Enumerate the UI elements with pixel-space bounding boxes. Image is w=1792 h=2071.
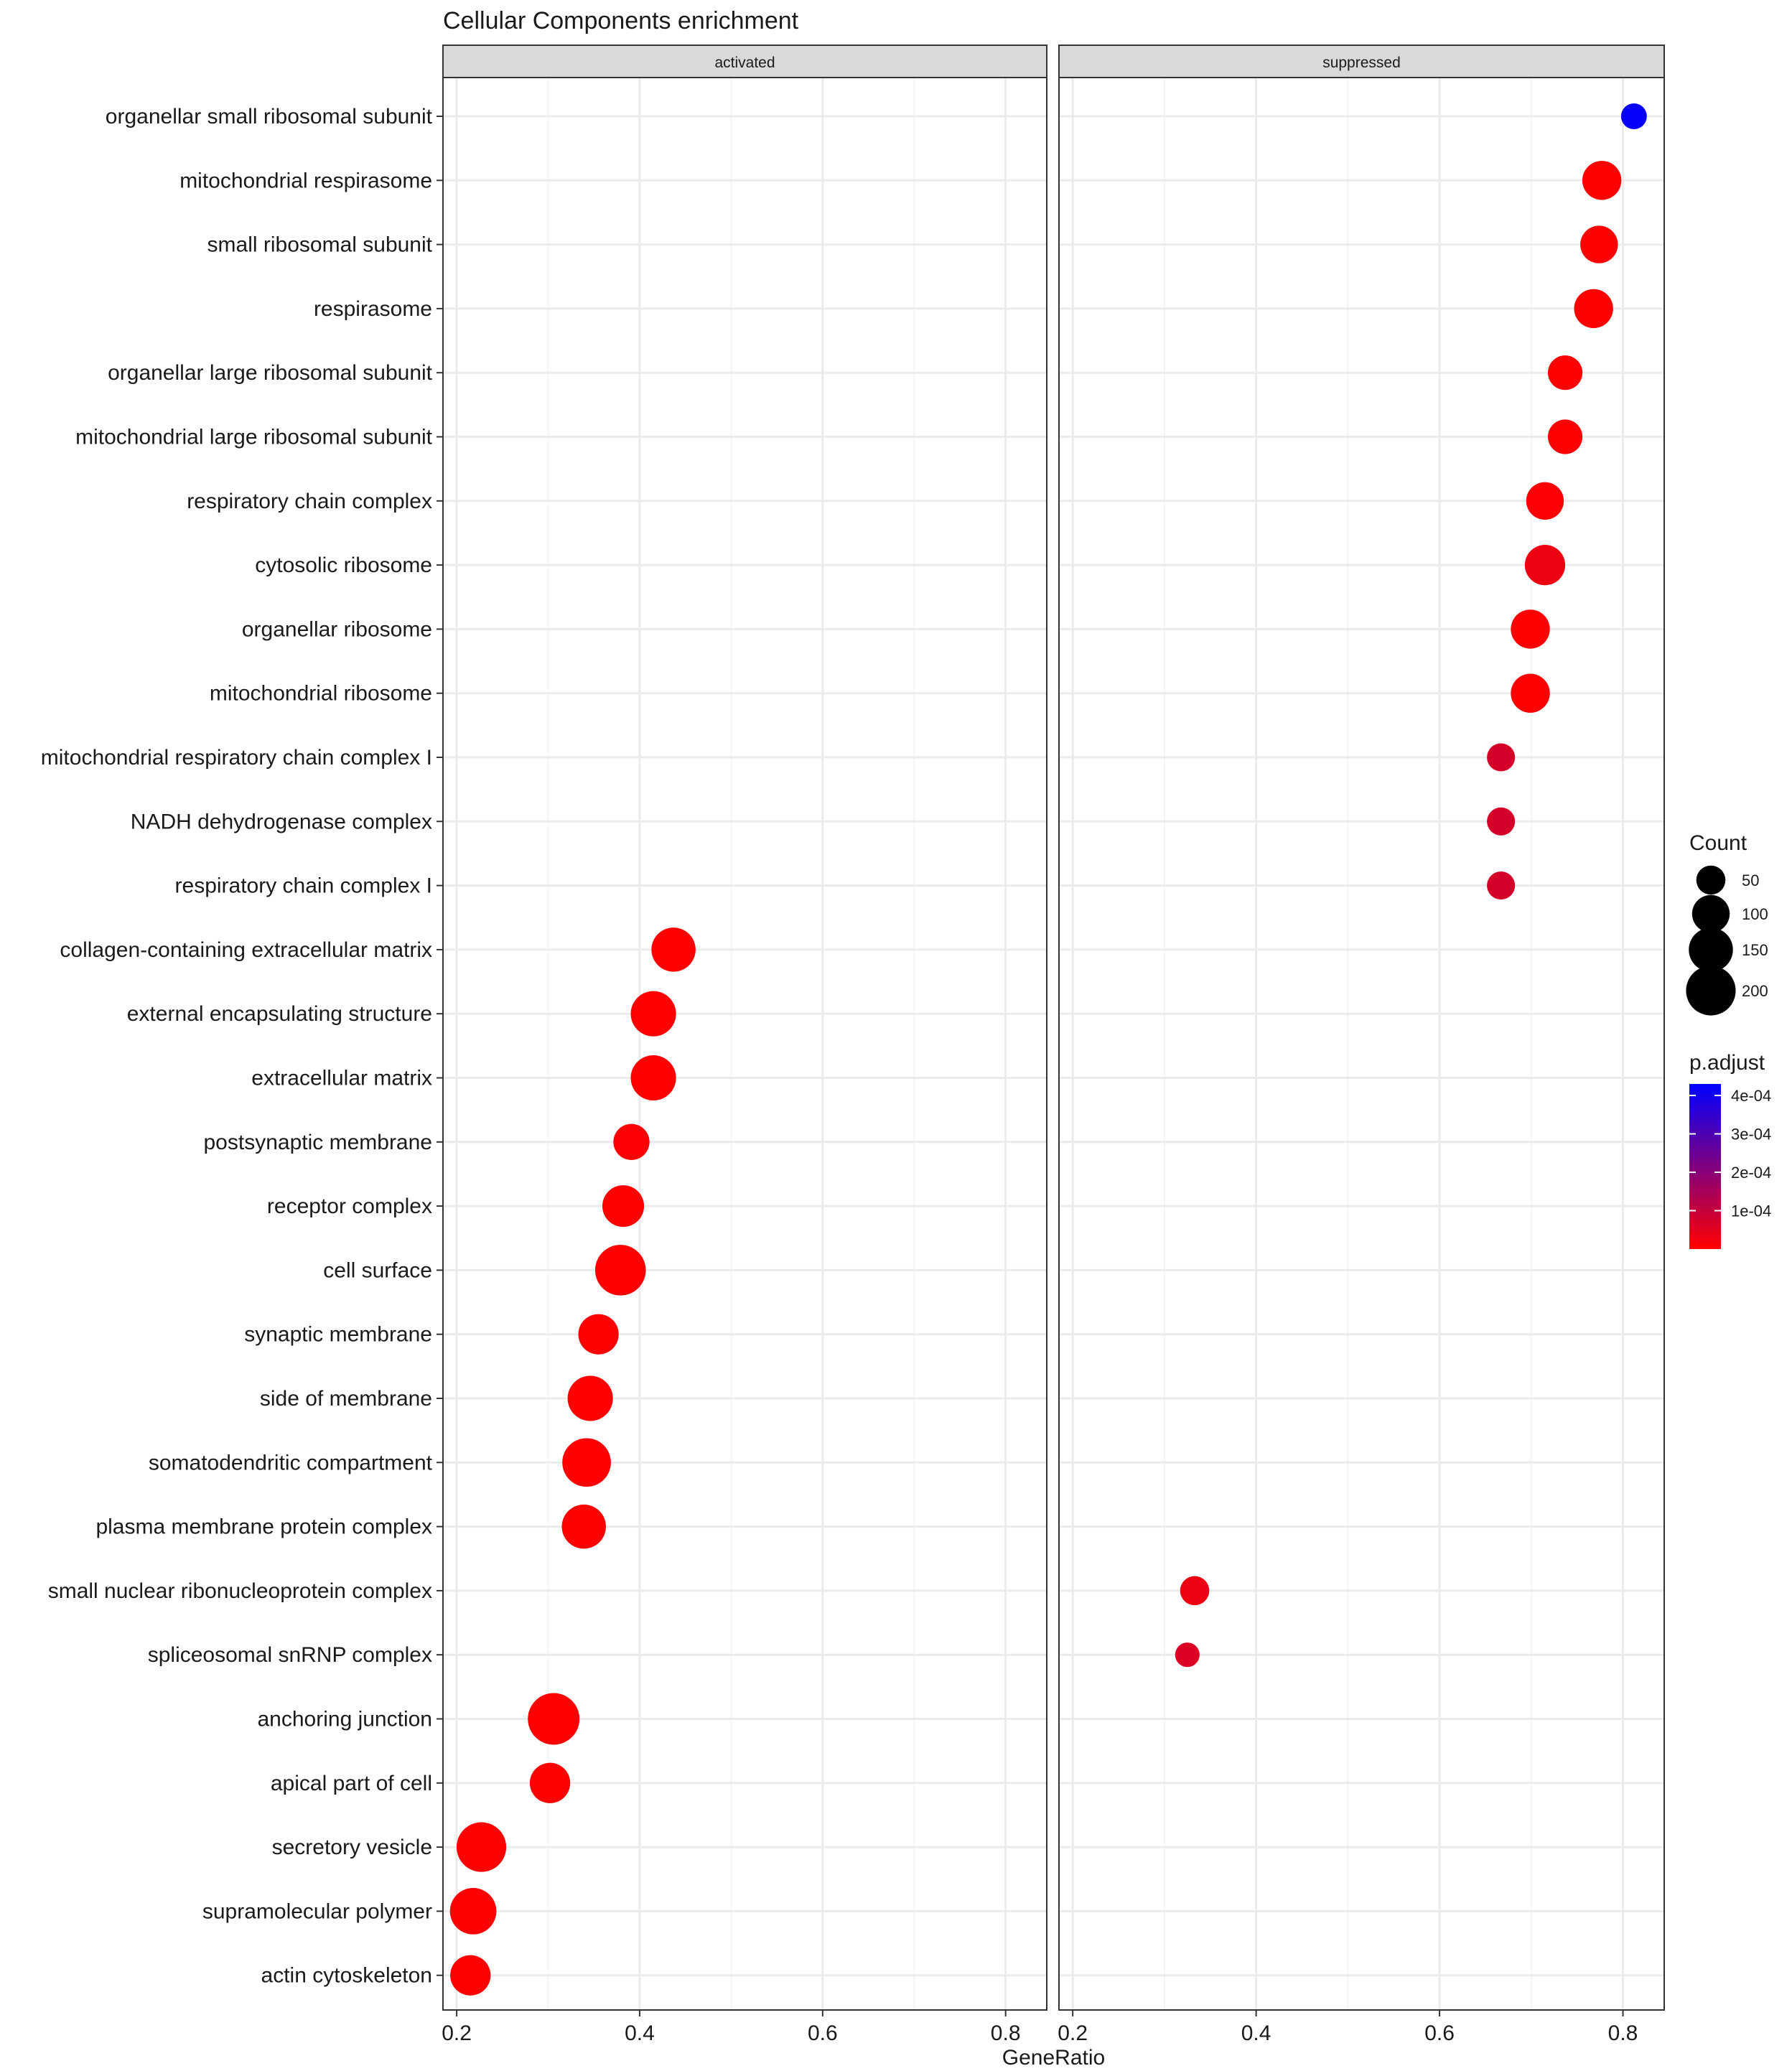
y-tick-label: spliceosomal snRNP complex bbox=[148, 1643, 432, 1667]
y-tick-label: small nuclear ribonucleoprotein complex bbox=[48, 1579, 432, 1603]
data-point-activated bbox=[613, 1123, 650, 1160]
color-legend-title: p.adjust bbox=[1689, 1051, 1765, 1075]
data-point-activated bbox=[456, 1822, 507, 1872]
color-legend-bar bbox=[1689, 1084, 1721, 1249]
x-axis-title: GeneRatio bbox=[1002, 2046, 1105, 2067]
size-legend-label: 100 bbox=[1742, 905, 1768, 923]
y-tick-label: cell surface bbox=[323, 1258, 432, 1282]
y-tick-label: small ribosomal subunit bbox=[207, 233, 433, 257]
y-tick-label: somatodendritic compartment bbox=[149, 1451, 433, 1474]
y-tick-label: organellar ribosome bbox=[242, 617, 432, 641]
panel-border bbox=[442, 77, 1047, 2011]
y-tick-label: apical part of cell bbox=[271, 1772, 432, 1795]
size-legend-key bbox=[1696, 865, 1726, 895]
data-point-suppressed bbox=[1487, 871, 1516, 900]
color-legend-label: 4e-04 bbox=[1731, 1087, 1771, 1105]
data-point-suppressed bbox=[1511, 609, 1550, 649]
data-point-suppressed bbox=[1487, 807, 1516, 836]
data-point-activated bbox=[450, 1955, 491, 1996]
data-point-suppressed bbox=[1574, 289, 1613, 329]
data-point-suppressed bbox=[1582, 161, 1622, 200]
y-tick-label: secretory vesicle bbox=[272, 1836, 432, 1859]
y-tick-label: cytosolic ribosome bbox=[255, 553, 432, 577]
y-tick-label: receptor complex bbox=[267, 1195, 432, 1218]
y-tick-label: actin cytoskeleton bbox=[261, 1964, 432, 1988]
x-tick-label: 0.6 bbox=[1424, 2021, 1455, 2045]
data-point-activated bbox=[630, 1055, 676, 1101]
y-tick-label: respiratory chain complex I bbox=[175, 874, 432, 898]
x-tick-label: 0.2 bbox=[1058, 2021, 1088, 2045]
data-point-activated bbox=[561, 1504, 606, 1549]
size-legend-key bbox=[1686, 966, 1736, 1016]
panel-background bbox=[443, 78, 1047, 2010]
color-legend-label: 3e-04 bbox=[1731, 1126, 1771, 1144]
facet-strip bbox=[1058, 45, 1665, 78]
y-tick-label: organellar small ribosomal subunit bbox=[106, 105, 433, 128]
data-point-activated bbox=[651, 927, 696, 972]
facet-label: activated bbox=[714, 55, 775, 71]
y-tick-label: mitochondrial ribosome bbox=[210, 682, 432, 706]
size-legend-label: 50 bbox=[1742, 871, 1759, 889]
size-legend-key bbox=[1689, 927, 1733, 972]
y-tick-label: organellar large ribosomal subunit bbox=[108, 361, 433, 385]
y-tick-label: postsynaptic membrane bbox=[204, 1131, 433, 1154]
size-legend-title: Count bbox=[1689, 831, 1747, 855]
data-point-activated bbox=[528, 1693, 580, 1745]
y-tick-label: anchoring junction bbox=[257, 1708, 432, 1731]
data-point-suppressed bbox=[1620, 103, 1647, 129]
y-tick-label: mitochondrial respiratory chain complex … bbox=[41, 746, 432, 770]
x-tick-label: 0.4 bbox=[625, 2021, 655, 2045]
data-point-activated bbox=[449, 1888, 497, 1935]
x-tick-label: 0.8 bbox=[991, 2021, 1021, 2045]
facet-label: suppressed bbox=[1322, 55, 1401, 71]
data-point-suppressed bbox=[1526, 482, 1564, 520]
data-point-activated bbox=[630, 991, 676, 1037]
x-tick-label: 0.8 bbox=[1608, 2021, 1638, 2045]
x-tick-label: 0.2 bbox=[442, 2021, 472, 2045]
panel-background bbox=[1059, 78, 1664, 2010]
y-tick-label: mitochondrial respirasome bbox=[179, 169, 432, 192]
data-point-activated bbox=[594, 1245, 646, 1296]
data-point-suppressed bbox=[1524, 544, 1566, 586]
color-legend-label: 2e-04 bbox=[1731, 1164, 1771, 1182]
y-tick-label: extracellular matrix bbox=[251, 1067, 432, 1090]
size-legend-label: 200 bbox=[1742, 982, 1768, 1000]
y-tick-label: external encapsulating structure bbox=[127, 1002, 432, 1026]
y-tick-label: respirasome bbox=[314, 297, 432, 321]
y-tick-label: plasma membrane protein complex bbox=[95, 1515, 432, 1539]
facet-strip bbox=[442, 45, 1047, 78]
data-point-activated bbox=[602, 1185, 645, 1228]
data-point-suppressed bbox=[1547, 419, 1583, 454]
size-legend-key bbox=[1691, 894, 1730, 933]
y-tick-label: mitochondrial large ribosomal subunit bbox=[75, 426, 433, 449]
y-tick-label: NADH dehydrogenase complex bbox=[131, 810, 432, 833]
data-point-activated bbox=[567, 1375, 613, 1421]
data-point-activated bbox=[578, 1314, 619, 1355]
data-point-activated bbox=[529, 1762, 571, 1803]
data-point-suppressed bbox=[1180, 1576, 1210, 1606]
data-point-suppressed bbox=[1175, 1642, 1200, 1668]
size-legend-label: 150 bbox=[1742, 941, 1768, 959]
chart-title: Cellular Components enrichment bbox=[443, 7, 799, 34]
data-point-suppressed bbox=[1580, 225, 1618, 263]
data-point-suppressed bbox=[1547, 355, 1583, 391]
y-tick-label: side of membrane bbox=[260, 1387, 432, 1411]
x-tick-label: 0.6 bbox=[808, 2021, 838, 2045]
y-tick-label: supramolecular polymer bbox=[202, 1899, 432, 1923]
data-point-suppressed bbox=[1487, 743, 1516, 772]
y-tick-label: respiratory chain complex bbox=[187, 490, 432, 513]
x-tick-label: 0.4 bbox=[1241, 2021, 1271, 2045]
y-tick-label: synaptic membrane bbox=[244, 1323, 432, 1347]
color-legend-label: 1e-04 bbox=[1731, 1202, 1771, 1220]
data-point-activated bbox=[562, 1438, 611, 1487]
y-tick-label: collagen-containing extracellular matrix bbox=[60, 938, 432, 962]
panel-border bbox=[1058, 77, 1665, 2011]
data-point-suppressed bbox=[1511, 673, 1550, 713]
